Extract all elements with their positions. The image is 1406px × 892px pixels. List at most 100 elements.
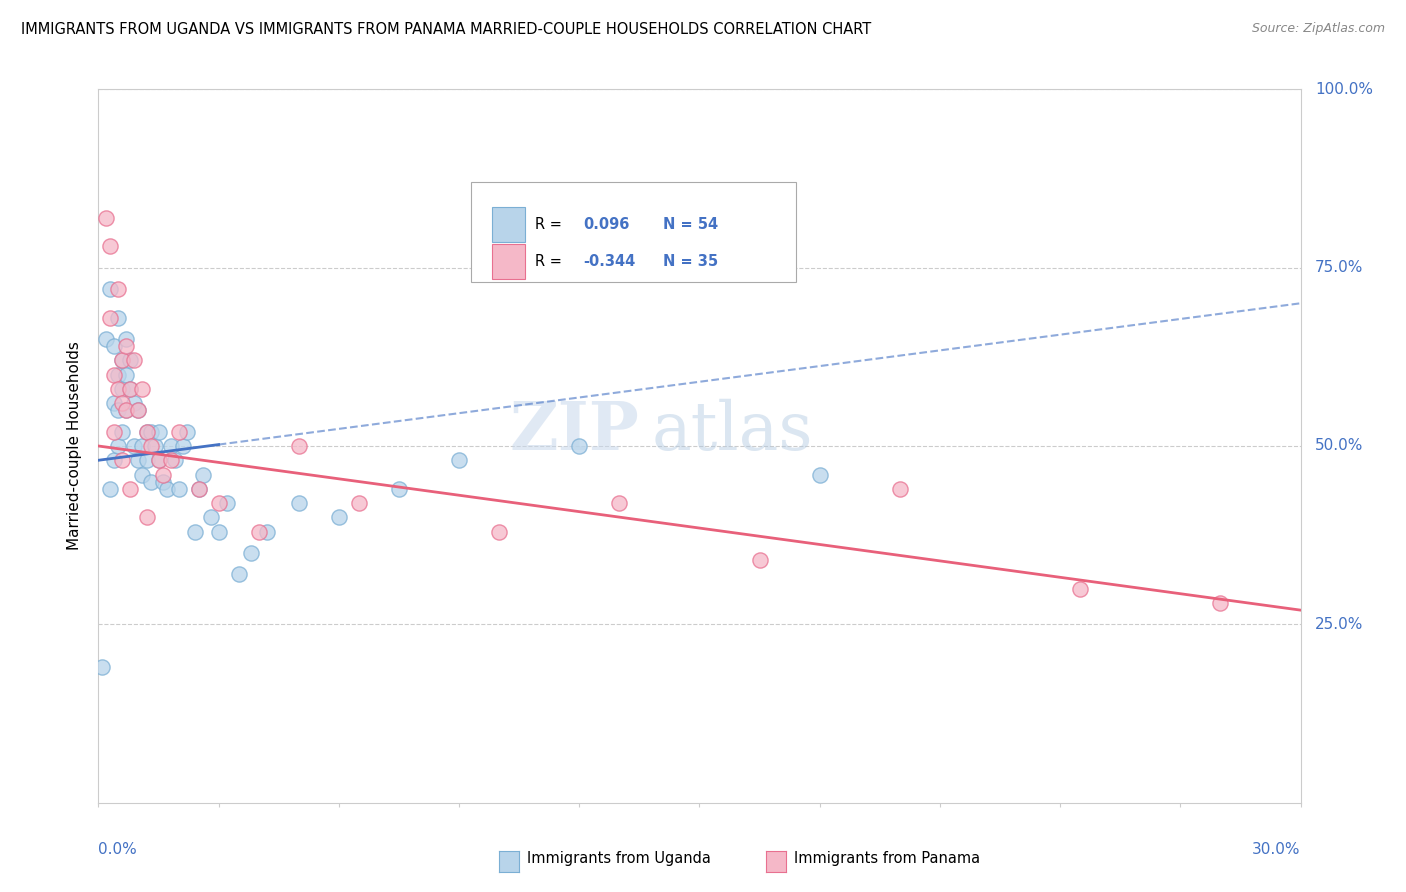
Text: R =: R =: [534, 254, 567, 269]
Point: [103, 339, 125, 353]
Point: [148, 453, 170, 467]
Point: [288, 439, 311, 453]
Point: [447, 453, 470, 467]
Point: [187, 482, 209, 496]
Text: -0.344: -0.344: [583, 254, 636, 269]
Text: IMMIGRANTS FROM UGANDA VS IMMIGRANTS FROM PANAMA MARRIED-COUPLE HOUSEHOLDS CORRE: IMMIGRANTS FROM UGANDA VS IMMIGRANTS FRO…: [21, 22, 872, 37]
Point: [347, 496, 370, 510]
Text: atlas: atlas: [651, 399, 813, 465]
Point: [107, 310, 129, 325]
Point: [100, 310, 122, 325]
Point: [488, 524, 510, 539]
Text: 30.0%: 30.0%: [1253, 842, 1301, 857]
Point: [100, 282, 122, 296]
Point: [148, 453, 170, 467]
Point: [103, 368, 125, 382]
Point: [239, 546, 262, 560]
FancyBboxPatch shape: [492, 207, 526, 242]
Point: [100, 482, 122, 496]
Point: [107, 282, 129, 296]
Point: [115, 368, 138, 382]
Text: 75.0%: 75.0%: [1315, 260, 1364, 275]
Point: [215, 496, 238, 510]
Point: [115, 403, 138, 417]
Text: Immigrants from Uganda: Immigrants from Uganda: [527, 851, 711, 865]
Point: [176, 425, 198, 439]
Point: [159, 453, 181, 467]
Point: [200, 510, 222, 524]
Point: [96, 332, 118, 346]
Point: [120, 353, 142, 368]
Text: 25.0%: 25.0%: [1315, 617, 1364, 632]
Point: [131, 439, 153, 453]
Point: [111, 353, 134, 368]
Point: [183, 524, 205, 539]
Point: [159, 439, 181, 453]
Text: 0.0%: 0.0%: [98, 842, 138, 857]
Point: [163, 453, 186, 467]
Point: [808, 467, 831, 482]
Point: [103, 453, 125, 467]
Point: [152, 475, 174, 489]
FancyBboxPatch shape: [471, 182, 796, 282]
Point: [187, 482, 209, 496]
Point: [115, 332, 138, 346]
Point: [172, 439, 194, 453]
Point: [115, 403, 138, 417]
Point: [135, 425, 157, 439]
Point: [152, 467, 174, 482]
Text: 100.0%: 100.0%: [1315, 82, 1374, 96]
Point: [288, 496, 311, 510]
Point: [568, 439, 591, 453]
Point: [131, 467, 153, 482]
Point: [228, 567, 250, 582]
Point: [120, 382, 142, 396]
Point: [124, 353, 146, 368]
Point: [128, 403, 150, 417]
Point: [135, 510, 157, 524]
Point: [103, 396, 125, 410]
Point: [135, 453, 157, 467]
Point: [107, 403, 129, 417]
Point: [128, 453, 150, 467]
Point: [328, 510, 350, 524]
FancyBboxPatch shape: [492, 244, 526, 278]
Point: [139, 425, 162, 439]
Text: N = 35: N = 35: [664, 254, 718, 269]
Point: [167, 482, 190, 496]
Point: [139, 475, 162, 489]
Point: [124, 396, 146, 410]
Point: [111, 453, 134, 467]
Point: [124, 439, 146, 453]
Point: [889, 482, 911, 496]
Point: [388, 482, 411, 496]
Point: [96, 211, 118, 225]
Point: [115, 339, 138, 353]
Point: [111, 382, 134, 396]
Text: ZIP: ZIP: [509, 400, 640, 464]
Text: N = 54: N = 54: [664, 217, 718, 232]
Point: [247, 524, 270, 539]
Point: [167, 425, 190, 439]
Text: Immigrants from Panama: Immigrants from Panama: [794, 851, 980, 865]
Point: [131, 382, 153, 396]
Point: [148, 425, 170, 439]
Text: Source: ZipAtlas.com: Source: ZipAtlas.com: [1251, 22, 1385, 36]
Point: [107, 382, 129, 396]
Point: [256, 524, 278, 539]
Point: [748, 553, 770, 567]
Point: [143, 439, 166, 453]
Point: [100, 239, 122, 253]
Point: [155, 482, 177, 496]
Point: [609, 496, 631, 510]
Point: [208, 496, 231, 510]
Point: [120, 482, 142, 496]
Point: [107, 439, 129, 453]
Point: [208, 524, 231, 539]
Point: [111, 396, 134, 410]
Point: [111, 353, 134, 368]
Y-axis label: Married-couple Households: Married-couple Households: [67, 342, 83, 550]
Point: [191, 467, 214, 482]
Point: [139, 439, 162, 453]
Point: [111, 425, 134, 439]
